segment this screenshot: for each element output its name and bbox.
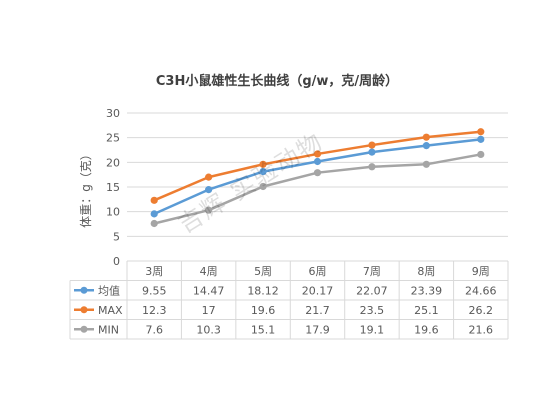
data-label: 22.07 [356, 284, 388, 297]
data-label: 12.3 [142, 304, 167, 317]
data-point [259, 182, 267, 191]
x-tick-label: 6周 [309, 265, 327, 278]
data-point [313, 150, 322, 158]
axes: 0 5 10 15 20 25 30 [106, 107, 120, 268]
data-label: 21.7 [305, 304, 330, 317]
data-label: 21.6 [469, 323, 494, 336]
data-point [477, 128, 485, 136]
data-label: 23.5 [360, 304, 385, 317]
y-tick-label: 25 [106, 132, 120, 145]
data-point [313, 169, 322, 177]
y-axis-label: 体重：g（克） [79, 148, 93, 228]
x-tick-label: 5周 [254, 265, 272, 278]
x-tick-label: 7周 [363, 265, 381, 278]
data-point [368, 141, 376, 149]
legend-key-marker [80, 286, 88, 294]
data-label: 18.12 [247, 284, 279, 297]
legend-key-marker [80, 306, 88, 314]
data-label: 19.6 [414, 323, 439, 336]
x-tick-label: 8周 [417, 265, 435, 278]
data-label: 14.47 [193, 284, 225, 297]
data-label: 15.1 [251, 323, 276, 336]
legend-key-marker [80, 325, 88, 333]
data-point [259, 168, 267, 176]
x-tick-label: 9周 [472, 265, 490, 278]
legend-label: MAX [98, 304, 123, 317]
data-point [150, 196, 158, 204]
data-point [259, 160, 267, 168]
data-label: 24.66 [465, 284, 497, 297]
x-tick-label: 4周 [200, 265, 218, 278]
data-label: 26.2 [469, 304, 494, 317]
data-point [477, 135, 485, 143]
y-tick-label: 30 [106, 107, 120, 120]
data-point [313, 157, 322, 166]
y-tick-label: 15 [106, 181, 120, 194]
series [150, 128, 485, 228]
data-point [422, 160, 430, 168]
legend-label: MIN [98, 323, 119, 336]
data-point [205, 173, 213, 181]
data-point [205, 186, 213, 194]
data-label: 17 [202, 304, 216, 317]
y-tick-label: 5 [113, 230, 120, 243]
data-point [205, 206, 213, 214]
y-tick-label: 0 [113, 255, 120, 268]
data-label: 10.3 [196, 323, 221, 336]
y-tick-label: 10 [106, 206, 120, 219]
data-label: 20.17 [302, 284, 334, 297]
x-tick-label: 3周 [145, 265, 163, 278]
chart-title: C3H小鼠雄性生长曲线（g/w，克/周龄） [155, 74, 399, 89]
data-label: 17.9 [305, 323, 330, 336]
data-point [150, 210, 158, 218]
data-label: 25.1 [414, 304, 439, 317]
data-label: 9.55 [142, 284, 167, 297]
data-point [368, 163, 376, 171]
data-label: 19.6 [251, 304, 276, 317]
data-point [368, 148, 376, 156]
data-label: 23.39 [411, 284, 443, 297]
data-label: 7.6 [145, 323, 163, 336]
data-point [422, 142, 430, 150]
y-tick-label: 20 [106, 156, 120, 169]
data-label: 19.1 [360, 323, 385, 336]
legend-label: 均值 [98, 284, 120, 297]
data-point [477, 150, 485, 159]
data-point [150, 219, 158, 228]
data-point [422, 133, 430, 141]
